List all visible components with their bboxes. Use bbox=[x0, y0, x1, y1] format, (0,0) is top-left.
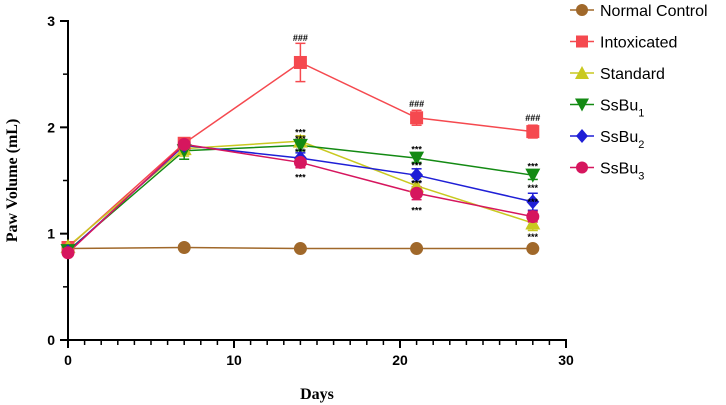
data-point-ssbu2 bbox=[526, 194, 540, 210]
significance-label: ### bbox=[409, 99, 424, 109]
y-axis-title: Paw Volume (mL) bbox=[4, 119, 21, 243]
significance-label: ### bbox=[293, 33, 308, 43]
x-tick-label: 20 bbox=[392, 352, 408, 368]
data-point-ssbu3 bbox=[410, 186, 424, 200]
y-tick-label: 1 bbox=[47, 226, 55, 242]
data-point-ssbu3 bbox=[177, 137, 191, 151]
legend-subscript: 1 bbox=[638, 108, 644, 120]
significance-label: *** bbox=[295, 172, 306, 182]
data-point-ssbu3 bbox=[526, 210, 540, 224]
legend-label: Normal Control bbox=[600, 3, 708, 20]
significance-label: *** bbox=[411, 205, 422, 215]
data-point-ssbu2 bbox=[410, 167, 424, 183]
legend-label: Intoxicated bbox=[600, 35, 677, 52]
significance-label: *** bbox=[295, 134, 306, 144]
legend-marker bbox=[575, 98, 589, 112]
data-point-ssbu1 bbox=[409, 151, 425, 166]
legend-subscript: 2 bbox=[638, 139, 644, 151]
x-tick-label: 0 bbox=[64, 352, 72, 368]
significance-label: *** bbox=[528, 162, 539, 172]
data-point-normal-control bbox=[410, 242, 424, 256]
x-tick-label: 30 bbox=[558, 352, 574, 368]
data-point-normal-control bbox=[177, 240, 191, 254]
significance-label: *** bbox=[295, 147, 306, 157]
data-point-normal-control bbox=[526, 242, 540, 256]
legend-label: SsBu1 bbox=[600, 98, 644, 120]
significance-label: *** bbox=[295, 128, 306, 138]
data-point-intoxicated bbox=[526, 125, 540, 139]
legend-label: SsBu2 bbox=[600, 129, 644, 151]
x-tick-label: 10 bbox=[226, 352, 242, 368]
data-point-ssbu3 bbox=[293, 155, 307, 169]
significance-label: *** bbox=[411, 145, 422, 155]
significance-label: *** bbox=[411, 161, 422, 171]
data-point-ssbu1 bbox=[525, 168, 541, 183]
legend-subscript: 3 bbox=[638, 171, 644, 183]
significance-label: *** bbox=[528, 232, 539, 242]
data-point-intoxicated bbox=[293, 55, 307, 69]
significance-label: *** bbox=[411, 179, 422, 189]
legend-label: Standard bbox=[600, 66, 665, 83]
legend-marker bbox=[576, 161, 588, 174]
significance-label: *** bbox=[528, 197, 539, 207]
data-point-normal-control bbox=[293, 242, 307, 256]
legend-marker bbox=[576, 4, 588, 16]
significance-label: *** bbox=[528, 183, 539, 193]
significance-label: ### bbox=[525, 113, 540, 123]
legend-label: SsBu3 bbox=[600, 161, 644, 183]
y-tick-label: 2 bbox=[47, 119, 55, 135]
y-tick-label: 0 bbox=[47, 332, 55, 348]
x-axis-title: Days bbox=[300, 386, 334, 403]
data-point-intoxicated bbox=[410, 111, 424, 125]
data-point-ssbu1 bbox=[292, 138, 308, 153]
legend-marker bbox=[576, 129, 588, 143]
data-point-ssbu3 bbox=[61, 246, 75, 260]
y-tick-label: 3 bbox=[47, 13, 55, 29]
legend-marker bbox=[576, 35, 588, 48]
legend-marker bbox=[575, 66, 589, 79]
